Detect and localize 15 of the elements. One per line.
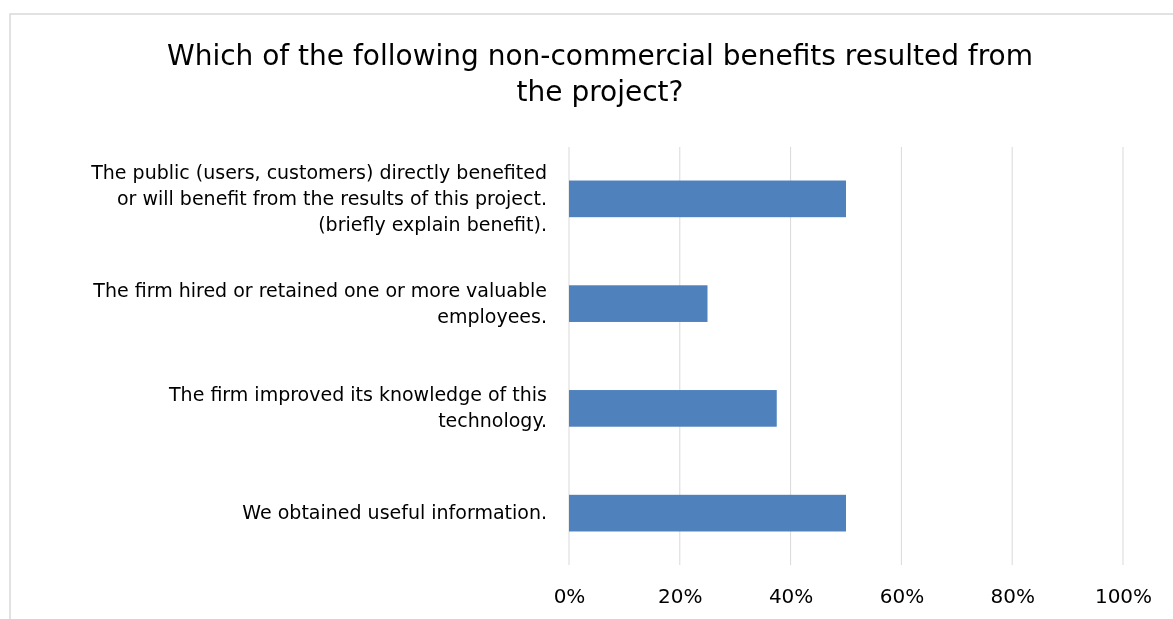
x-tick-label: 100% xyxy=(1094,584,1153,609)
bar xyxy=(569,390,777,427)
bar xyxy=(569,285,708,322)
chart-title: Which of the following non-commercial benefits resulted from the project? xyxy=(166,39,1034,108)
x-tick-label: 20% xyxy=(658,584,703,609)
x-tick-label: 60% xyxy=(879,584,925,609)
y-tick-label: The firm improved its knowledge of this technology. xyxy=(168,382,547,431)
y-tick-label: We obtained useful information. xyxy=(242,500,547,523)
x-tick-label: 40% xyxy=(768,584,814,609)
bar xyxy=(569,180,846,218)
x-tick-label: 0% xyxy=(553,584,586,609)
y-tick-label: The public (users, customers) directly benefited or will benefit from the results of this project. (briefly explain benefit). xyxy=(90,160,547,235)
bar xyxy=(569,494,846,532)
x-tick-label: 80% xyxy=(990,584,1035,609)
y-tick-label: The firm hired or retained one or more valuable employees. xyxy=(92,278,547,327)
